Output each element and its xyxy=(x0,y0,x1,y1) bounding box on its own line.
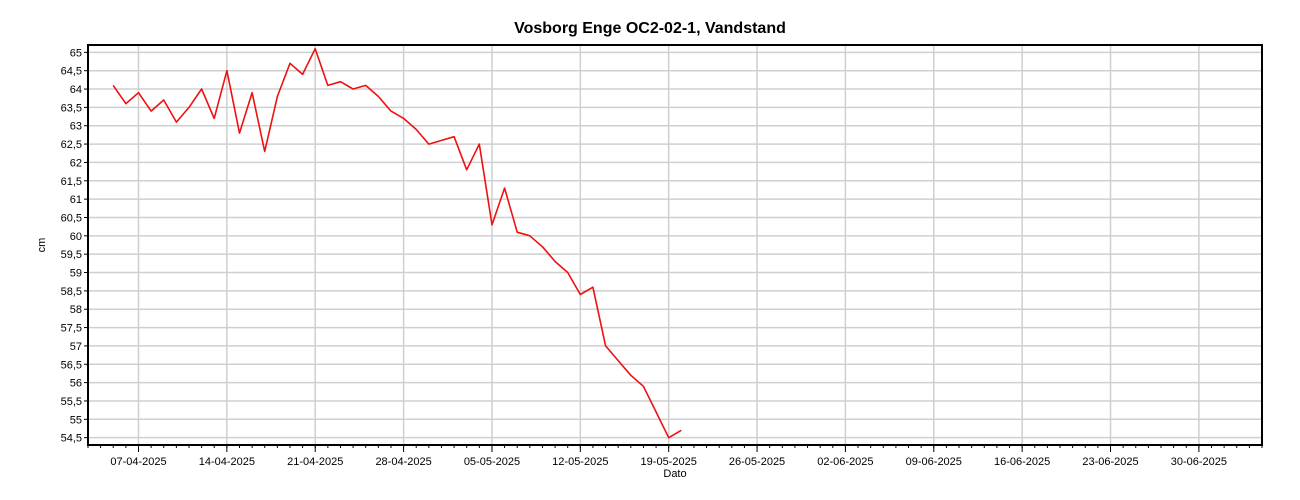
y-tick-label: 57,5 xyxy=(61,323,82,335)
chart-title: Vosborg Enge OC2-02-1, Vandstand xyxy=(514,20,786,37)
x-tick-label: 16-06-2025 xyxy=(994,456,1050,468)
x-tick-label: 05-05-2025 xyxy=(464,456,520,468)
x-tick-label: 21-04-2025 xyxy=(287,456,343,468)
x-tick-label: 26-05-2025 xyxy=(729,456,785,468)
y-tick-label: 59 xyxy=(70,268,82,280)
y-tick-label: 54,5 xyxy=(61,433,82,445)
series-line xyxy=(112,47,682,439)
y-tick-label: 61 xyxy=(70,194,82,206)
y-axis-label: cm xyxy=(36,238,48,253)
y-axis: 54,5 55 55,5 56 56,5 57 57,5 58 58,5 59 59,5 60 60,5… xyxy=(61,47,88,445)
grid xyxy=(88,45,1262,445)
y-tick-label: 58 xyxy=(70,304,82,316)
y-tick-label: 64 xyxy=(70,84,82,96)
y-tick-label: 56,5 xyxy=(61,359,82,371)
x-tick-label: 30-06-2025 xyxy=(1171,456,1227,468)
x-tick-label: 28-04-2025 xyxy=(375,456,431,468)
x-tick-label: 19-05-2025 xyxy=(641,456,697,468)
plot-frame xyxy=(87,44,1263,446)
y-tick-label: 64,5 xyxy=(61,66,82,78)
x-tick-label: 07-04-2025 xyxy=(110,456,166,468)
x-tick-label: 12-05-2025 xyxy=(552,456,608,468)
y-tick-label: 62 xyxy=(70,157,82,169)
x-axis: 07-04-2025 14-04-2025 21-04-2025 28-04-2025… xyxy=(87,445,1263,468)
x-tick-label: 23-06-2025 xyxy=(1082,456,1138,468)
y-tick-label: 59,5 xyxy=(61,249,82,261)
x-tick-label: 14-04-2025 xyxy=(199,456,255,468)
x-tick-label: 09-06-2025 xyxy=(906,456,962,468)
y-tick-label: 56 xyxy=(70,378,82,390)
y-tick-label: 61,5 xyxy=(61,176,82,188)
y-tick-label: 55 xyxy=(70,414,82,426)
y-tick-label: 65 xyxy=(70,47,82,59)
y-tick-label: 63 xyxy=(70,121,82,133)
x-axis-label: Dato xyxy=(663,468,686,480)
y-tick-label: 57 xyxy=(70,341,82,353)
series-layer xyxy=(112,47,682,439)
y-tick-label: 62,5 xyxy=(61,139,82,151)
plot-area xyxy=(88,45,1262,445)
y-tick-label: 63,5 xyxy=(61,102,82,114)
y-tick-label: 55,5 xyxy=(61,396,82,408)
y-tick-label: 58,5 xyxy=(61,286,82,298)
y-tick-label: 60 xyxy=(70,231,82,243)
x-tick-label: 02-06-2025 xyxy=(817,456,873,468)
y-tick-label: 60,5 xyxy=(61,212,82,224)
